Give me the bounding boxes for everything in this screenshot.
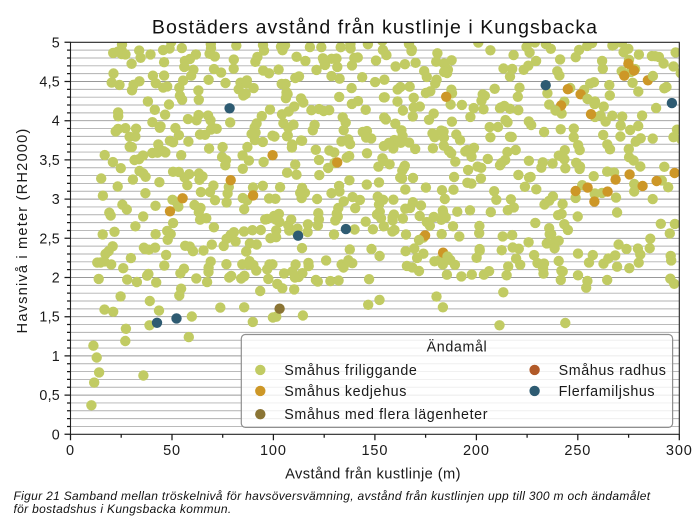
svg-text:för bostadshus i Kungsbacka ko: för bostadshus i Kungsbacka kommun. — [14, 502, 232, 516]
svg-text:Flerfamiljshus: Flerfamiljshus — [559, 384, 656, 400]
svg-text:300: 300 — [666, 443, 693, 459]
svg-text:3: 3 — [52, 192, 60, 208]
svg-text:3,5: 3,5 — [39, 153, 60, 169]
svg-text:Småhus friliggande: Småhus friliggande — [284, 363, 417, 379]
svg-text:Småhus radhus: Småhus radhus — [559, 363, 667, 379]
svg-text:Småhus med flera lägenheter: Småhus med flera lägenheter — [284, 407, 488, 423]
svg-text:Bostäders avstånd från kustlin: Bostäders avstånd från kustlinje i Kungs… — [152, 17, 598, 39]
svg-text:5: 5 — [52, 35, 60, 51]
svg-text:50: 50 — [163, 443, 181, 459]
svg-text:Avstånd från kustlinje (m): Avstånd från kustlinje (m) — [285, 466, 461, 482]
svg-text:250: 250 — [564, 443, 591, 459]
svg-text:Figur 21 Samband mellan tröske: Figur 21 Samband mellan tröskelnivå för … — [14, 489, 651, 503]
svg-text:Havsnivå i meter (RH2000): Havsnivå i meter (RH2000) — [15, 128, 31, 334]
svg-text:0: 0 — [52, 427, 60, 443]
svg-text:2: 2 — [52, 271, 60, 287]
svg-text:200: 200 — [463, 443, 490, 459]
svg-text:Ändamål: Ändamål — [427, 339, 488, 356]
svg-text:0,5: 0,5 — [39, 388, 60, 404]
svg-text:Småhus kedjehus: Småhus kedjehus — [284, 384, 407, 400]
svg-text:4: 4 — [52, 114, 60, 130]
svg-text:2,5: 2,5 — [39, 231, 60, 247]
svg-text:4,5: 4,5 — [39, 75, 60, 91]
svg-text:1: 1 — [52, 349, 60, 365]
svg-text:1,5: 1,5 — [39, 310, 60, 326]
svg-text:100: 100 — [260, 443, 287, 459]
svg-text:150: 150 — [362, 443, 389, 459]
svg-text:0: 0 — [66, 443, 75, 459]
